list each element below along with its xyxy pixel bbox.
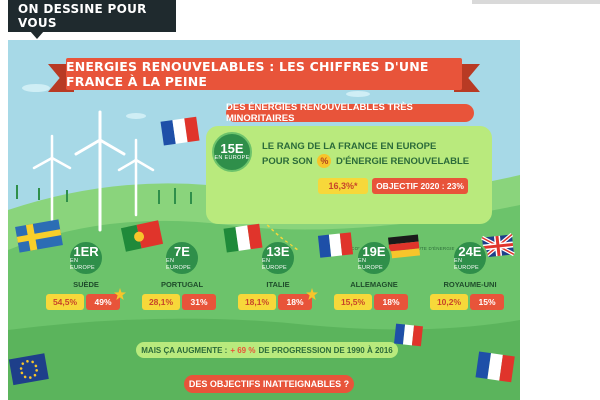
progress-prefix: MAIS ÇA AUGMENTE :	[141, 345, 228, 355]
country-name: ROYAUME-UNI	[443, 280, 497, 289]
country-rank: 1ER	[73, 243, 99, 259]
country-rank-sub: EN EUROPE	[262, 257, 288, 271]
country-value: 54,5%	[46, 294, 84, 310]
eu-flag-icon	[8, 353, 49, 386]
france-rank: 15E	[220, 141, 244, 156]
italy-flag-icon	[223, 223, 263, 253]
country-target: 15%	[470, 294, 504, 310]
country-name: ALLEMAGNE	[350, 280, 398, 289]
france-objective: OBJECTIF 2020 : 23%	[372, 178, 468, 194]
question-pill: DES OBJECTIFS INATTEIGNABLES ?	[184, 375, 354, 393]
country-rank-sub: EN EUROPE	[358, 257, 384, 271]
country-rank-badge: 7E EN EUROPE	[164, 240, 200, 276]
country-value: 18,1%	[238, 294, 276, 310]
top-divider	[472, 0, 600, 4]
france-rank-sub: EN EUROPE	[214, 155, 250, 161]
france-flag-icon	[317, 232, 354, 258]
country-target: 18%	[374, 294, 408, 310]
france-flag-icon	[394, 323, 423, 347]
country-rank-sub: EN EUROPE	[70, 257, 96, 271]
sweden-flag-icon	[15, 219, 63, 253]
france-line1: LE RANG DE LA FRANCE EN EUROPE	[262, 141, 437, 152]
star-icon	[306, 288, 318, 300]
country-rank: 7E	[174, 243, 190, 259]
france-flag-icon	[475, 351, 515, 383]
country-rank-badge: 13E EN EUROPE	[260, 240, 296, 276]
france-line2: POUR SON % D'ÉNERGIE RENOUVELABLE	[262, 154, 472, 169]
star-icon	[114, 288, 126, 300]
country-rank-badge: 24E EN EUROPE	[452, 240, 488, 276]
country-rank-badge: 1ER EN EUROPE	[68, 240, 104, 276]
france-value: 16,3%*	[318, 178, 368, 194]
country-name: ITALIE	[266, 280, 290, 289]
progress-pill: MAIS ÇA AUGMENTE : + 69 % DE PROGRESSION…	[136, 342, 398, 358]
header-tab-label: ON DESSINE POUR VOUS	[18, 2, 147, 30]
header-tab: ON DESSINE POUR VOUS	[8, 0, 176, 39]
banner-title: ENERGIES RENOUVELABLES : LES CHIFFRES D'…	[66, 58, 462, 90]
percent-icon: %	[317, 154, 332, 168]
country-name: PORTUGAL	[160, 280, 204, 289]
germany-flag-icon	[388, 234, 421, 259]
france-description: LE RANG DE LA FRANCE EN EUROPE POUR SON …	[262, 140, 472, 169]
progress-suffix: DE PROGRESSION DE 1990 À 2016	[258, 345, 393, 355]
france-line2-b: D'ÉNERGIE RENOUVELABLE	[335, 156, 470, 167]
country-rank-sub: EN EUROPE	[454, 257, 480, 271]
subtitle-pill: DES ÉNERGIES RENOUVELABLES TRÈS MINORITA…	[226, 102, 474, 124]
progress-highlight: + 69 %	[230, 345, 256, 355]
france-line2-a: POUR SON	[262, 156, 313, 167]
country-target: 49%	[86, 294, 120, 310]
france-card: 15E EN EUROPE LE RANG DE LA FRANCE EN EU…	[206, 126, 492, 251]
country-rank-badge: 19E EN EUROPE	[356, 240, 392, 276]
country-value: 10,2%	[430, 294, 468, 310]
uk-flag-icon	[481, 232, 515, 260]
country-name: SUÈDE	[73, 280, 99, 289]
country-value: 28,1%	[142, 294, 180, 310]
country-target: 18%	[278, 294, 312, 310]
portugal-flag-icon	[120, 220, 164, 252]
country-rank: 13E	[266, 243, 290, 259]
country-rank: 19E	[362, 243, 386, 259]
title-banner: ENERGIES RENOUVELABLES : LES CHIFFRES D'…	[48, 58, 480, 92]
country-value: 15,5%	[334, 294, 372, 310]
country-target: 31%	[182, 294, 216, 310]
country-rank: 24E	[458, 243, 482, 259]
infographic-panel: ENERGIES RENOUVELABLES : LES CHIFFRES D'…	[8, 40, 520, 400]
country-rank-sub: EN EUROPE	[166, 257, 192, 271]
france-flag-icon	[160, 116, 200, 146]
france-rank-badge: 15E EN EUROPE	[212, 132, 252, 172]
